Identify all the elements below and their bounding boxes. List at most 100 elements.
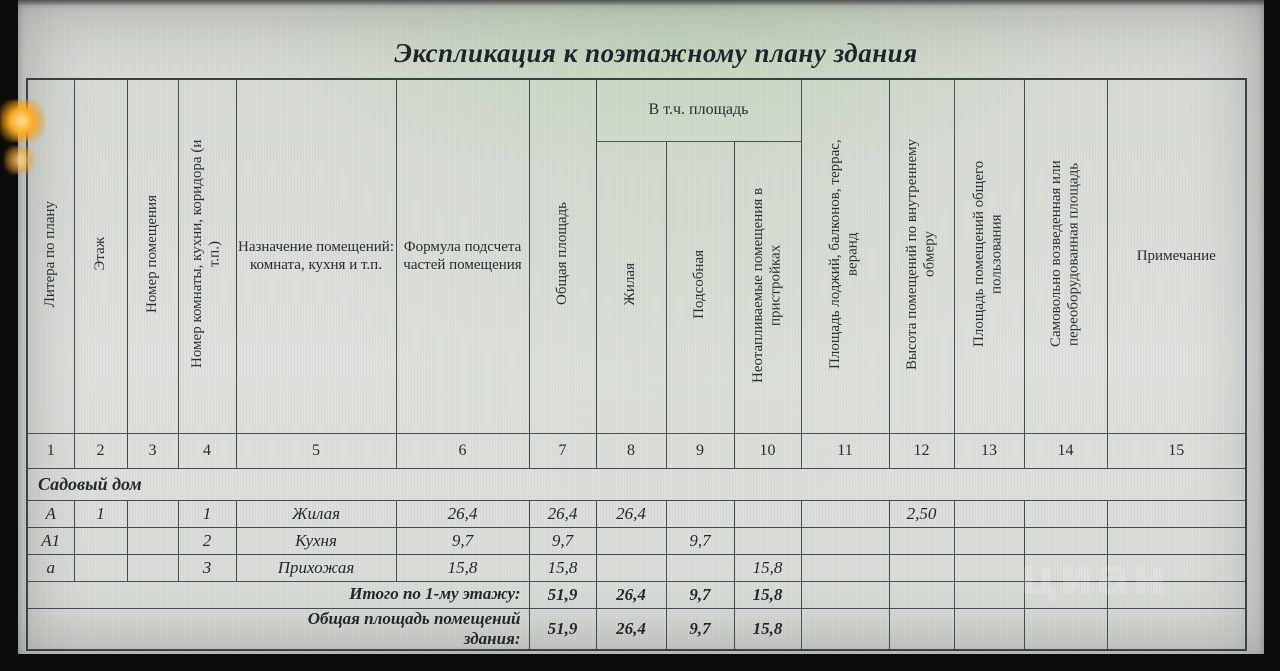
column-number: 7 <box>528 432 597 469</box>
header-subrow: Жилая Подсобная Неотапливаемые помещения… <box>27 140 1246 434</box>
empty-cell <box>800 580 890 609</box>
cell-vysota: 2,50 <box>888 499 955 528</box>
header-etazh-label: Этаж <box>91 236 108 271</box>
cell-litera: А1 <box>26 526 75 555</box>
totals-value: 26,4 <box>616 584 646 604</box>
cell-nomer-pomeshcheniya <box>126 553 179 582</box>
header-podsobnaya: Подсобная <box>665 140 735 434</box>
header-lodzhii: Площадь лоджий, балконов, террас, веранд <box>800 78 890 434</box>
totals-zhilaya: 26,4 <box>595 580 667 609</box>
page-title: Экспликация к поэтажному плану здания <box>394 38 918 68</box>
totals-obshchaya: 51,9 <box>528 607 597 651</box>
cell-obshchego <box>953 499 1025 528</box>
table-row-prihozhaya: а 3 Прихожая 15,8 15,8 15,8 <box>26 553 1247 582</box>
cell-naznachenie: Прихожая <box>235 553 397 582</box>
header-row: Литера по плану Этаж Номер помещения Ном… <box>26 78 1247 434</box>
totals-value: 15,8 <box>752 618 783 638</box>
section-row: Садовый дом <box>26 467 1247 501</box>
totals-building-label-cell: Общая площадь помещений здания: <box>26 607 530 651</box>
totals-value: 51,9 <box>547 584 578 604</box>
cell-lodzhii <box>800 499 890 528</box>
header-samovolno: Самовольно возведенная или переоборудова… <box>1023 78 1108 434</box>
cell-neotaplivaemye: 15,8 <box>733 553 802 582</box>
cell-nomer-pomeshcheniya <box>126 499 179 528</box>
cell-etazh <box>73 553 128 582</box>
totals-floor-row: Итого по 1-му этажу: 51,9 26,4 9,7 15,8 <box>26 580 1247 609</box>
table-row-kuhnya: А1 2 Кухня 9,7 9,7 9,7 <box>26 526 1247 555</box>
cell-primechanie <box>1106 553 1247 582</box>
header-nomer-komnaty-label: Номер комнаты, кухни, коридора (и т.п.) <box>189 139 223 368</box>
totals-podsobnaya: 9,7 <box>665 607 735 651</box>
header-nomer-pomeshcheniya: Номер помещения <box>126 78 179 434</box>
cell-litera: а <box>26 553 75 582</box>
totals-value: 26,4 <box>616 618 646 638</box>
column-number: 13 <box>953 432 1025 469</box>
cell-obshchaya: 26,4 <box>528 499 597 528</box>
cell-nomer-pomeshcheniya <box>126 526 179 555</box>
header-vysota-label: Высота помещений по внутреннему обмеру <box>903 138 938 370</box>
header-obshchego-polzovaniya: Площадь помещений общего пользования <box>953 78 1025 434</box>
cell-etazh: 1 <box>73 499 128 528</box>
empty-cell <box>1106 607 1247 651</box>
cell-podsobnaya <box>665 499 735 528</box>
header-zhilaya: Жилая <box>595 140 667 434</box>
column-number: 4 <box>177 432 237 469</box>
header-samovolno-label: Самовольно возведенная или переоборудова… <box>1047 160 1082 348</box>
empty-cell <box>800 607 890 651</box>
cell-lodzhii <box>800 526 890 555</box>
cell-samovolno <box>1023 499 1108 528</box>
cell-primechanie <box>1106 526 1247 555</box>
empty-cell <box>888 580 955 609</box>
totals-value: 9,7 <box>689 584 711 604</box>
column-number: 15 <box>1106 432 1247 469</box>
column-number: 3 <box>126 432 179 469</box>
header-podsobnaya-label: Подсобная <box>691 250 708 319</box>
column-number: 9 <box>665 432 735 469</box>
header-neotaplivaemye: Неотапливаемые помещения в пристройках <box>733 140 802 434</box>
totals-value: 51,9 <box>547 618 578 638</box>
cell-naznachenie: Жилая <box>235 499 397 528</box>
header-naznachenie: Назначение помещений: комната, кухня и т… <box>235 78 397 434</box>
column-number: 6 <box>395 432 530 469</box>
section-title: Садовый дом <box>26 467 1247 501</box>
cell-nomer-komnaty: 3 <box>177 553 237 582</box>
cell-obshchego <box>953 553 1025 582</box>
header-litera-label: Литера по плану <box>41 200 58 307</box>
empty-cell <box>953 580 1025 609</box>
table-row-zhilaya: А 1 1 Жилая 26,4 26,4 26,4 2,50 <box>26 499 1247 528</box>
empty-cell <box>1106 580 1247 609</box>
cell-vysota <box>888 526 955 555</box>
document-sheet: Экспликация к поэтажному плану здания Ли… <box>18 0 1264 654</box>
empty-cell <box>1023 607 1108 651</box>
cell-primechanie <box>1106 499 1247 528</box>
header-etazh: Этаж <box>73 78 128 434</box>
header-obshchaya-ploshchad: Общая площадь <box>528 78 597 434</box>
cell-samovolno <box>1023 526 1108 555</box>
column-number: 12 <box>888 432 955 469</box>
header-lodzhii-label: Площадь лоджий, балконов, террас, веранд <box>827 138 861 369</box>
cell-etazh <box>73 526 128 555</box>
header-nomer-pomeshcheniya-label: Номер помещения <box>143 194 160 313</box>
header-obshchaya-ploshchad-label: Общая площадь <box>553 202 570 306</box>
totals-building-label: Общая площадь помещений здания: <box>307 608 521 648</box>
column-number: 11 <box>800 432 890 469</box>
column-number: 5 <box>235 432 397 469</box>
header-nomer-komnaty: Номер комнаты, кухни, коридора (и т.п.) <box>177 78 237 434</box>
cell-vysota <box>888 553 955 582</box>
totals-floor-label-cell: Итого по 1-му этажу: <box>26 580 530 609</box>
cell-naznachenie: Кухня <box>235 526 397 555</box>
header-litera: Литера по плану <box>26 78 75 434</box>
explication-table: Литера по плану Этаж Номер помещения Ном… <box>26 78 1247 652</box>
cell-podsobnaya: 9,7 <box>665 526 735 555</box>
column-number: 1 <box>26 432 75 469</box>
cell-obshchaya: 15,8 <box>528 553 597 582</box>
empty-cell <box>1023 580 1108 609</box>
header-zhilaya-label: Жилая <box>622 263 639 306</box>
header-v-tch-ploshchad: В т.ч. площадь <box>595 78 802 142</box>
cell-samovolno <box>1023 553 1108 582</box>
cell-obshchego <box>953 526 1025 555</box>
header-neotaplivaemye-label: Неотапливаемые помещения в пристройках <box>749 186 784 383</box>
totals-zhilaya: 26,4 <box>595 607 667 651</box>
cell-neotaplivaemye <box>733 499 802 528</box>
